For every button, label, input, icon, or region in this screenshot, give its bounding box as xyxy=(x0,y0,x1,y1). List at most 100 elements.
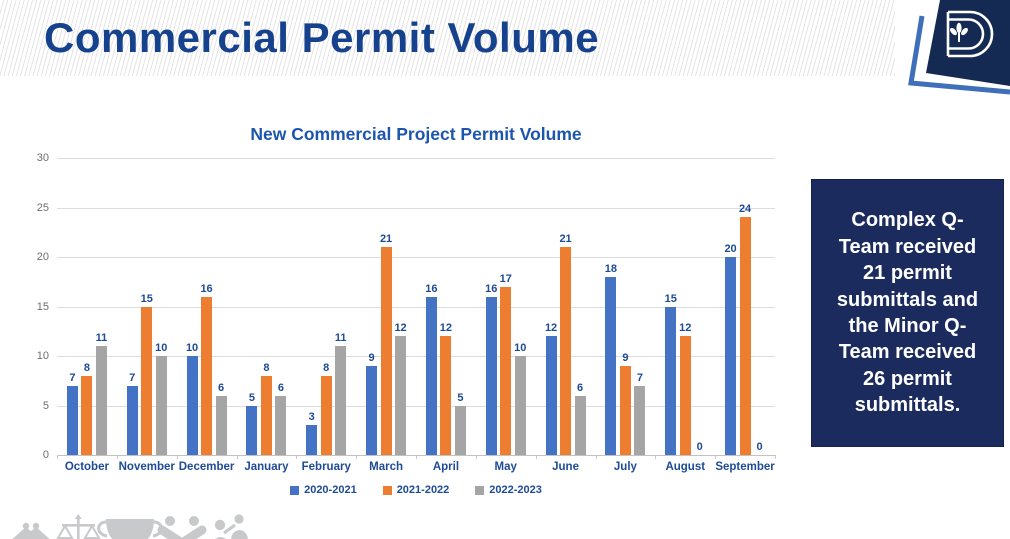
bar-2020-2021 xyxy=(725,257,737,455)
bar-group: 3 8 11 xyxy=(296,158,356,455)
bar-2021-2022 xyxy=(440,336,452,455)
bar-with-label: 15 xyxy=(665,158,677,455)
bar-group: 7 15 10 xyxy=(117,158,177,455)
bar-group: 16 12 5 xyxy=(416,158,476,455)
bar-value-label: 15 xyxy=(140,292,153,305)
x-axis-category-label: April xyxy=(432,461,460,473)
bar-with-label: 0 xyxy=(694,158,705,455)
x-axis-tick xyxy=(475,455,477,459)
bar-value-label: 5 xyxy=(248,391,255,404)
bar-with-label: 9 xyxy=(619,158,631,455)
bar-group: 20 24 0 xyxy=(715,158,775,455)
x-axis-category-label: July xyxy=(613,461,637,473)
y-axis-tick-label: 25 xyxy=(36,201,49,214)
chart-plot-area: 0 5 10 15 20 25 30 7 8 11 7 15 10 10 16 6 5 8 6 3 8 11 9 21 12 16… xyxy=(37,152,776,461)
legend-item-2022-2023: 2022-2023 xyxy=(475,484,542,496)
bar-value-label: 6 xyxy=(218,381,225,394)
bar-value-label: 12 xyxy=(544,322,558,335)
x-axis-tick xyxy=(356,455,358,459)
bar-value-label: 11 xyxy=(95,332,108,345)
bar-2021-2022 xyxy=(500,286,512,455)
bar-with-label: 6 xyxy=(574,158,586,455)
x-axis-category-label: January xyxy=(244,461,289,473)
bar-2021-2022 xyxy=(260,375,272,455)
bar-with-label: 12 xyxy=(544,158,558,455)
bar-2020-2021 xyxy=(126,385,138,455)
footer-icons xyxy=(8,511,253,539)
bar-with-label: 21 xyxy=(559,158,572,455)
bar-2021-2022 xyxy=(679,336,691,455)
bar-2020-2021 xyxy=(186,356,198,455)
legend-label: 2020-2021 xyxy=(304,484,357,496)
bar-with-label: 21 xyxy=(379,158,393,455)
y-axis-tick-label: 20 xyxy=(36,251,49,263)
bar-2022-2023 xyxy=(95,346,107,455)
bar-2021-2022 xyxy=(619,365,631,455)
bar-2022-2023 xyxy=(574,395,586,455)
legend-swatch xyxy=(382,485,392,495)
bar-value-label: 3 xyxy=(308,411,315,424)
bar-value-label: 6 xyxy=(277,381,284,394)
bar-2022-2023 xyxy=(634,385,646,455)
bar-value-label: 21 xyxy=(379,233,393,246)
bar-value-label: 7 xyxy=(69,371,76,384)
x-axis-tick xyxy=(57,455,58,459)
bar-2021-2022 xyxy=(201,296,213,455)
gridline xyxy=(57,207,775,209)
bar-value-label: 10 xyxy=(185,342,199,354)
legend-swatch xyxy=(290,485,300,495)
bar-value-label: 24 xyxy=(738,203,752,216)
bar-with-label: 12 xyxy=(394,158,407,455)
bar-2022-2023 xyxy=(454,405,466,455)
bar-value-label: 7 xyxy=(129,371,136,384)
bar-group: 18 9 7 xyxy=(596,158,656,455)
bar-2020-2021 xyxy=(306,425,318,455)
gridline xyxy=(57,257,775,258)
bar-value-label: 10 xyxy=(514,342,527,354)
x-axis-tick xyxy=(715,455,717,459)
legend-label: 2021-2022 xyxy=(396,484,450,496)
bar-2021-2022 xyxy=(81,375,93,455)
bar-with-label: 15 xyxy=(140,158,153,455)
x-axis-tick xyxy=(775,455,776,459)
bar-value-label: 0 xyxy=(696,441,703,453)
bar-2022-2023 xyxy=(514,356,526,455)
bar-with-label: 5 xyxy=(454,158,466,455)
x-axis-tick xyxy=(535,455,537,459)
bar-group: 15 12 0 xyxy=(655,158,715,455)
bar-with-label: 5 xyxy=(246,158,258,455)
scales-of-justice-icon xyxy=(56,514,101,539)
bar-with-label: 10 xyxy=(185,158,199,455)
x-axis-tick xyxy=(236,455,238,459)
legend-item-2021-2022: 2021-2022 xyxy=(382,484,450,496)
bar-with-label: 9 xyxy=(366,158,378,455)
bar-with-label: 8 xyxy=(81,158,93,455)
bar-with-label: 7 xyxy=(66,158,78,455)
bar-2020-2021 xyxy=(665,306,677,455)
bar-2021-2022 xyxy=(141,306,153,455)
bar-2021-2022 xyxy=(560,247,572,455)
bar-value-label: 9 xyxy=(368,351,375,364)
x-axis-category-label: December xyxy=(178,461,235,473)
bar-2021-2022 xyxy=(380,247,392,455)
bar-value-label: 7 xyxy=(636,371,643,384)
x-axis-category-label: May xyxy=(494,461,517,473)
bar-value-label: 5 xyxy=(457,391,464,404)
legend-swatch xyxy=(475,485,485,495)
gridline xyxy=(57,356,775,357)
bar-with-label: 10 xyxy=(155,158,167,455)
bar-with-label: 6 xyxy=(275,158,287,455)
bar-with-label: 7 xyxy=(126,158,138,455)
bar-with-label: 11 xyxy=(96,158,107,455)
x-axis-tick xyxy=(296,455,298,459)
bar-value-label: 6 xyxy=(577,381,584,394)
gridline xyxy=(57,306,775,308)
bar-2020-2021 xyxy=(366,365,378,455)
bar-value-label: 8 xyxy=(323,361,330,374)
bar-2020-2021 xyxy=(425,296,437,455)
bar-value-label: 0 xyxy=(756,441,763,453)
x-axis-category-label: March xyxy=(369,461,403,473)
bar-with-label: 24 xyxy=(738,158,752,455)
